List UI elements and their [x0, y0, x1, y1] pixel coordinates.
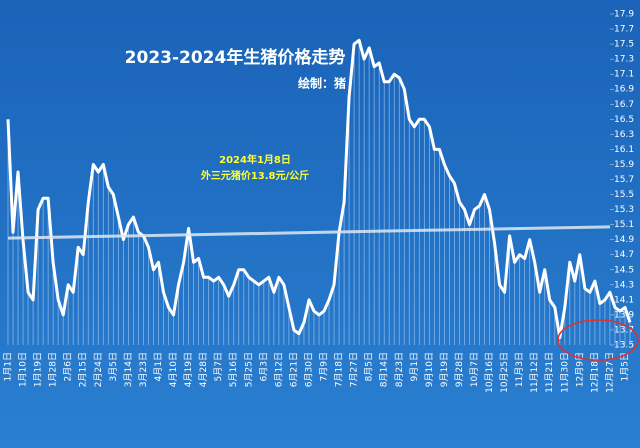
x-tick-label: 2月6日 [63, 352, 74, 381]
x-tick-label: 4月19日 [183, 352, 194, 387]
x-tick-label: 7月27日 [349, 352, 360, 387]
x-tick-label: 7月18日 [334, 352, 345, 387]
y-tick-label: 16.7 [614, 100, 634, 110]
y-tick-label: 16.5 [614, 115, 634, 125]
x-tick-label: 3月14日 [123, 352, 134, 387]
y-tick-label: 14.1 [614, 295, 634, 305]
x-tick-label: 4月1日 [153, 352, 164, 381]
x-tick-label: 5月7日 [213, 352, 224, 381]
y-tick-label: 17.1 [614, 70, 634, 80]
x-tick-label: 6月3日 [258, 352, 269, 381]
x-tick-label: 1月10日 [18, 352, 29, 387]
y-tick-label: 15.1 [614, 220, 634, 230]
y-tick-label: 16.3 [614, 130, 634, 140]
y-tick-label: 14.7 [614, 250, 634, 260]
x-tick-label: 9月19日 [439, 352, 450, 387]
x-tick-label: 1月19日 [33, 352, 44, 387]
x-tick-label: 9月1日 [409, 352, 420, 381]
y-tick-label: 16.9 [614, 85, 634, 95]
x-tick-label: 6月30日 [303, 352, 314, 387]
x-tick-label: 11月21日 [544, 352, 555, 393]
x-tick-label: 10月25日 [499, 352, 510, 393]
y-tick-label: 13.9 [614, 310, 634, 320]
x-tick-label: 7月9日 [319, 352, 330, 381]
x-tick-label: 2月15日 [78, 352, 89, 387]
annotation: 外三元猪价13.8元/公斤 [200, 169, 309, 182]
x-tick-label: 4月10日 [168, 352, 179, 387]
x-tick-label: 8月5日 [364, 352, 375, 381]
x-tick-label: 5月16日 [228, 352, 239, 387]
x-tick-label: 10月7日 [469, 352, 480, 387]
annotation: 2024年1月8日 [219, 153, 291, 166]
x-tick-label: 8月23日 [394, 352, 405, 387]
x-tick-label: 4月28日 [198, 352, 209, 387]
y-tick-label: 15.5 [614, 190, 634, 200]
y-tick-label: 14.3 [614, 280, 634, 290]
x-tick-label: 3月5日 [108, 352, 119, 381]
x-tick-label: 2月24日 [93, 352, 104, 387]
x-tick-label: 5月25日 [243, 352, 254, 387]
x-tick-label: 6月12日 [273, 352, 284, 387]
x-tick-label: 11月30日 [559, 352, 570, 393]
y-tick-label: 17.9 [614, 10, 634, 20]
x-tick-label: 6月21日 [288, 352, 299, 387]
x-tick-label: 12月27日 [604, 352, 615, 393]
y-tick-label: 15.9 [614, 160, 634, 170]
y-tick-label: 17.7 [614, 25, 634, 35]
x-tick-label: 3月23日 [138, 352, 149, 387]
chart-title: 2023-2024年生猪价格走势 [125, 47, 346, 68]
x-tick-label: 8月14日 [379, 352, 390, 387]
x-tick-label: 1月28日 [48, 352, 59, 387]
chart-subtitle: 绘制：猪 [298, 76, 346, 91]
trend-line [7, 225, 611, 240]
y-tick-label: 16.1 [614, 145, 634, 155]
y-tick-label: 13.5 [614, 341, 634, 351]
y-tick-label: 17.3 [614, 55, 634, 65]
price-line [6, 38, 632, 339]
x-tick-label: 9月28日 [454, 352, 465, 387]
x-tick-label: 11月12日 [529, 352, 540, 393]
x-tick-label: 10月16日 [484, 352, 495, 393]
y-tick-label: 13.7 [614, 325, 634, 335]
highlight-circle [557, 319, 639, 361]
x-tick-label: 1月1日 [3, 352, 14, 381]
y-tick-label: 15.3 [614, 205, 634, 215]
x-tick-label: 9月10日 [424, 352, 435, 387]
y-tick-label: 14.5 [614, 265, 634, 275]
x-tick-label: 11月3日 [514, 352, 525, 387]
y-tick-label: 15.7 [614, 175, 634, 185]
y-tick-label: 17.5 [614, 40, 634, 50]
y-tick-label: 14.9 [614, 235, 634, 245]
x-tick-label: 1月5日 [619, 352, 630, 381]
x-tick-label: 12月9日 [574, 352, 585, 387]
x-tick-label: 12月18日 [589, 352, 600, 393]
